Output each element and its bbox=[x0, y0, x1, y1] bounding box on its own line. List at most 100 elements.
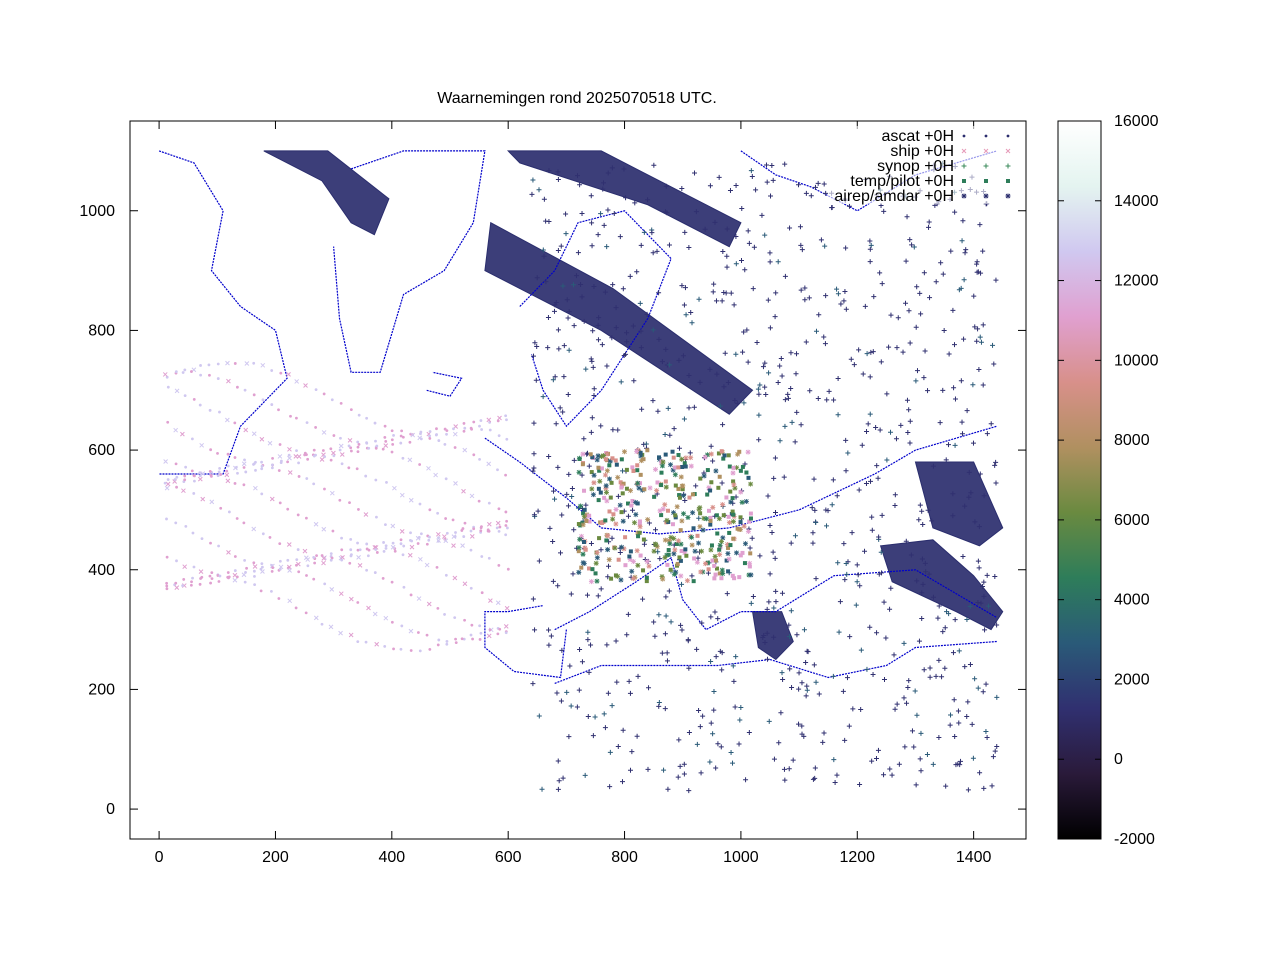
temp-marker bbox=[683, 464, 688, 469]
synop-marker bbox=[938, 260, 944, 266]
synop-marker bbox=[590, 364, 596, 370]
synop-marker bbox=[972, 676, 978, 682]
ascat-marker bbox=[305, 574, 308, 577]
airep-marker bbox=[607, 476, 613, 482]
ascat-marker bbox=[192, 565, 196, 569]
airep-marker bbox=[620, 518, 626, 524]
legend-label: ascat +0H bbox=[882, 128, 954, 145]
airep-marker bbox=[653, 542, 659, 548]
synop-marker bbox=[823, 507, 829, 513]
ascat-marker bbox=[390, 620, 394, 624]
synop-marker bbox=[711, 689, 717, 695]
ascat-marker bbox=[349, 408, 353, 412]
ascat-marker bbox=[479, 631, 483, 635]
airep-marker bbox=[688, 463, 694, 469]
synop-marker bbox=[907, 418, 913, 424]
temp-marker bbox=[580, 462, 585, 467]
airep-marker bbox=[577, 536, 583, 542]
temp-marker bbox=[677, 495, 682, 500]
airep-marker bbox=[662, 537, 668, 543]
temp-marker bbox=[607, 463, 612, 468]
synop-marker bbox=[611, 210, 617, 216]
coastline bbox=[554, 640, 997, 684]
ascat-marker bbox=[478, 624, 482, 628]
ship-marker bbox=[251, 526, 257, 532]
ascat-marker bbox=[443, 427, 447, 431]
synop-marker bbox=[656, 699, 662, 705]
temp-marker bbox=[690, 492, 695, 497]
synop-marker bbox=[548, 633, 554, 639]
synop-marker bbox=[645, 766, 651, 772]
ascat-marker bbox=[496, 468, 499, 472]
synop-marker bbox=[799, 723, 805, 729]
synop-marker bbox=[736, 741, 742, 747]
airep-marker bbox=[730, 519, 736, 525]
ascat-marker bbox=[183, 368, 187, 372]
synop-marker bbox=[730, 663, 736, 669]
temp-marker bbox=[579, 565, 584, 570]
synop-marker bbox=[534, 275, 540, 281]
synop-marker bbox=[951, 385, 957, 391]
temp-marker bbox=[705, 492, 710, 497]
airep-marker bbox=[657, 508, 663, 514]
colorbar-tick-label: 0 bbox=[1114, 751, 1123, 768]
ascat-marker bbox=[356, 450, 360, 454]
synop-marker bbox=[591, 393, 597, 399]
ascat-marker bbox=[469, 426, 473, 430]
ascat-marker bbox=[399, 441, 403, 445]
temp-marker bbox=[599, 521, 604, 526]
synop-marker bbox=[663, 346, 669, 352]
ship-marker bbox=[226, 378, 231, 384]
airep-marker bbox=[732, 485, 738, 491]
synop-marker bbox=[869, 514, 875, 520]
synop-marker bbox=[547, 525, 553, 531]
synop-marker bbox=[959, 238, 965, 244]
synop-marker bbox=[661, 767, 667, 773]
airep-marker bbox=[690, 510, 696, 516]
airep-marker bbox=[664, 552, 670, 558]
temp-marker bbox=[737, 575, 742, 580]
airep-marker bbox=[660, 506, 666, 512]
x-tick-label: 600 bbox=[495, 849, 522, 866]
synop-marker bbox=[771, 634, 777, 640]
axes: 0 200 400 600 800 1000 1200 1400020040060080010… bbox=[79, 121, 1026, 866]
synop-marker bbox=[666, 588, 672, 594]
ascat-marker bbox=[340, 558, 344, 562]
airep-marker bbox=[618, 577, 624, 583]
synop-marker bbox=[919, 556, 925, 562]
ascat-marker bbox=[365, 542, 369, 546]
synop-marker bbox=[763, 392, 769, 398]
synop-marker bbox=[946, 351, 952, 357]
ascat-marker bbox=[408, 538, 412, 542]
synop-marker bbox=[571, 527, 577, 533]
synop-marker bbox=[879, 281, 885, 287]
temp-marker bbox=[984, 179, 988, 183]
ship-marker bbox=[407, 552, 413, 558]
ascat-marker bbox=[469, 633, 473, 637]
synop-marker bbox=[552, 496, 558, 502]
airep-marker bbox=[605, 533, 611, 539]
synop-marker bbox=[990, 342, 996, 348]
synop-marker bbox=[913, 378, 919, 384]
synop-marker bbox=[568, 703, 574, 709]
synop-marker bbox=[911, 744, 917, 750]
synop-marker bbox=[656, 336, 662, 342]
synop-marker bbox=[595, 232, 601, 238]
synop-marker bbox=[818, 237, 824, 243]
temp-marker bbox=[724, 558, 729, 563]
ship-marker bbox=[399, 529, 405, 534]
ship-marker bbox=[243, 427, 249, 433]
synop-marker bbox=[747, 545, 753, 551]
synop-marker bbox=[977, 471, 983, 477]
ascat-marker bbox=[183, 478, 187, 482]
airep-marker bbox=[597, 478, 603, 484]
ascat-marker bbox=[504, 414, 508, 418]
synop-marker bbox=[867, 238, 873, 244]
synop-marker bbox=[771, 756, 777, 762]
synop-marker bbox=[582, 772, 588, 778]
synop-marker bbox=[695, 555, 701, 561]
synop-marker bbox=[940, 387, 946, 393]
airep-marker bbox=[672, 547, 678, 553]
synop-marker bbox=[665, 786, 671, 792]
